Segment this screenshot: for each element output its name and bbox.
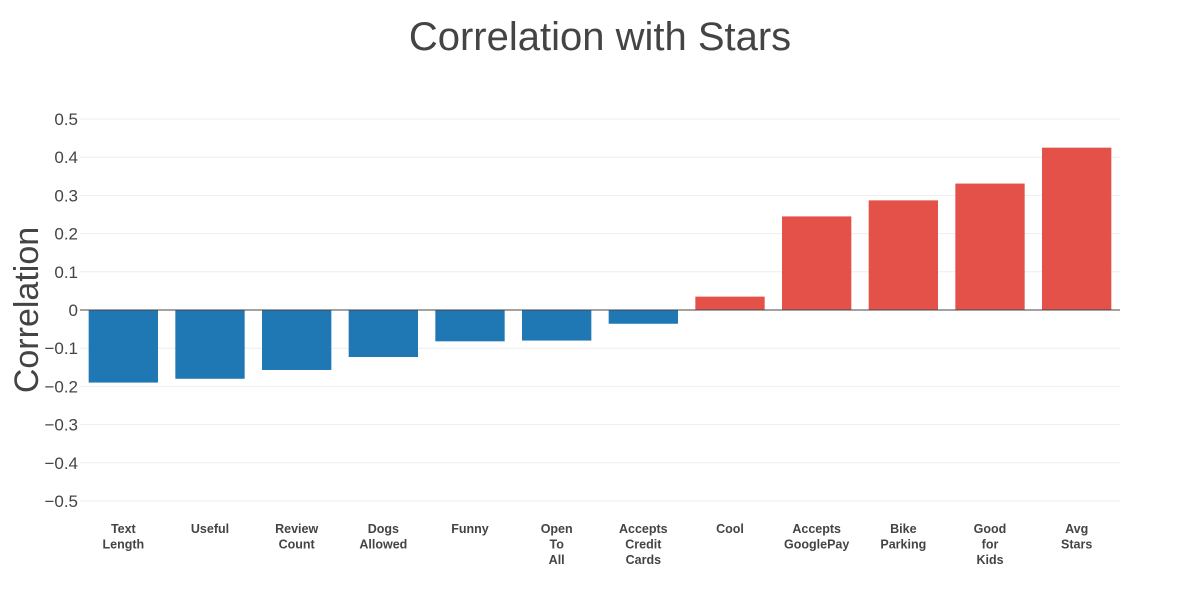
x-tick-label-line: Count — [279, 538, 316, 552]
bar — [262, 310, 332, 370]
bar — [782, 216, 852, 310]
y-tick-label: 0.4 — [54, 148, 78, 167]
x-tick-label: Accepts Credit Cards — [619, 522, 668, 567]
x-tick-label-line: Bike — [890, 522, 916, 536]
grid-layer — [80, 118, 1120, 502]
x-tick-label-line: Good — [974, 522, 1007, 536]
x-tick-label-line: Cool — [716, 522, 744, 536]
y-tick-label: 0 — [69, 301, 78, 320]
bar — [348, 310, 418, 357]
x-tick-label-line: Credit — [625, 538, 662, 552]
x-tick-label: Cool — [716, 522, 744, 536]
bar — [608, 310, 678, 324]
x-tick-label-line: Stars — [1061, 538, 1092, 552]
x-tick-label-line: Parking — [880, 538, 926, 552]
bar — [522, 310, 592, 341]
x-tick-label-line: Accepts — [619, 522, 668, 536]
bar — [435, 310, 505, 342]
x-tick-label-line: Cards — [626, 553, 661, 567]
bar — [868, 200, 938, 310]
bar — [1042, 147, 1112, 310]
x-tick-label: Accepts GooglePay — [784, 522, 849, 552]
y-axis-label: Correlation — [8, 227, 46, 393]
x-tick-label-line: Review — [275, 522, 318, 536]
y-tick-label: 0.1 — [54, 263, 78, 282]
x-tick-label: Funny — [451, 522, 489, 536]
x-tick-label: Good for Kids — [974, 522, 1007, 567]
x-tick-label: Useful — [191, 522, 229, 536]
x-tick-label: Bike Parking — [880, 522, 926, 552]
x-tick-label: Review Count — [275, 522, 318, 552]
x-tick-label-line: All — [549, 553, 565, 567]
y-tick-label: 0.3 — [54, 186, 78, 205]
bar — [695, 296, 765, 310]
x-tick-label-line: Kids — [976, 553, 1003, 567]
x-tick-label: Open To All — [541, 522, 573, 567]
y-tick-label: −0.3 — [44, 416, 78, 435]
x-tick-label-line: Text — [111, 522, 137, 536]
x-tick-label-line: Useful — [191, 522, 229, 536]
x-tick-label: Text Length — [102, 522, 144, 552]
x-tick-label-line: Avg — [1065, 522, 1088, 536]
x-tick-label-line: Funny — [451, 522, 489, 536]
y-tick-label: 0.5 — [54, 110, 78, 129]
chart-title: Correlation with Stars — [409, 15, 791, 59]
y-tick-label: −0.4 — [44, 454, 78, 473]
y-tick-labels: 0.5 0.4 0.3 0.2 0.1 0 −0.1 −0.2 −0.3 −0.4 −0.5 — [44, 110, 78, 511]
x-tick-label-line: for — [982, 538, 999, 552]
bars — [88, 147, 1112, 383]
x-tick-label-line: Allowed — [359, 538, 407, 552]
x-tick-label: Dogs Allowed — [359, 522, 407, 552]
bar — [88, 310, 158, 383]
y-tick-label: −0.1 — [44, 339, 78, 358]
y-tick-label: 0.2 — [54, 225, 78, 244]
x-tick-label-line: GooglePay — [784, 538, 849, 552]
x-tick-label: Avg Stars — [1061, 522, 1092, 552]
y-tick-label: −0.2 — [44, 377, 78, 396]
x-tick-label-line: Accepts — [792, 522, 841, 536]
x-tick-label-line: Length — [102, 538, 144, 552]
bar — [955, 183, 1025, 310]
x-tick-label-line: To — [549, 538, 564, 552]
y-tick-label: −0.5 — [44, 492, 78, 511]
x-tick-label-line: Open — [541, 522, 573, 536]
bar — [175, 310, 245, 379]
x-tick-label-line: Dogs — [368, 522, 399, 536]
x-tick-labels: Text Length Useful Review Count Dogs Allowed Fu… — [102, 522, 1092, 567]
